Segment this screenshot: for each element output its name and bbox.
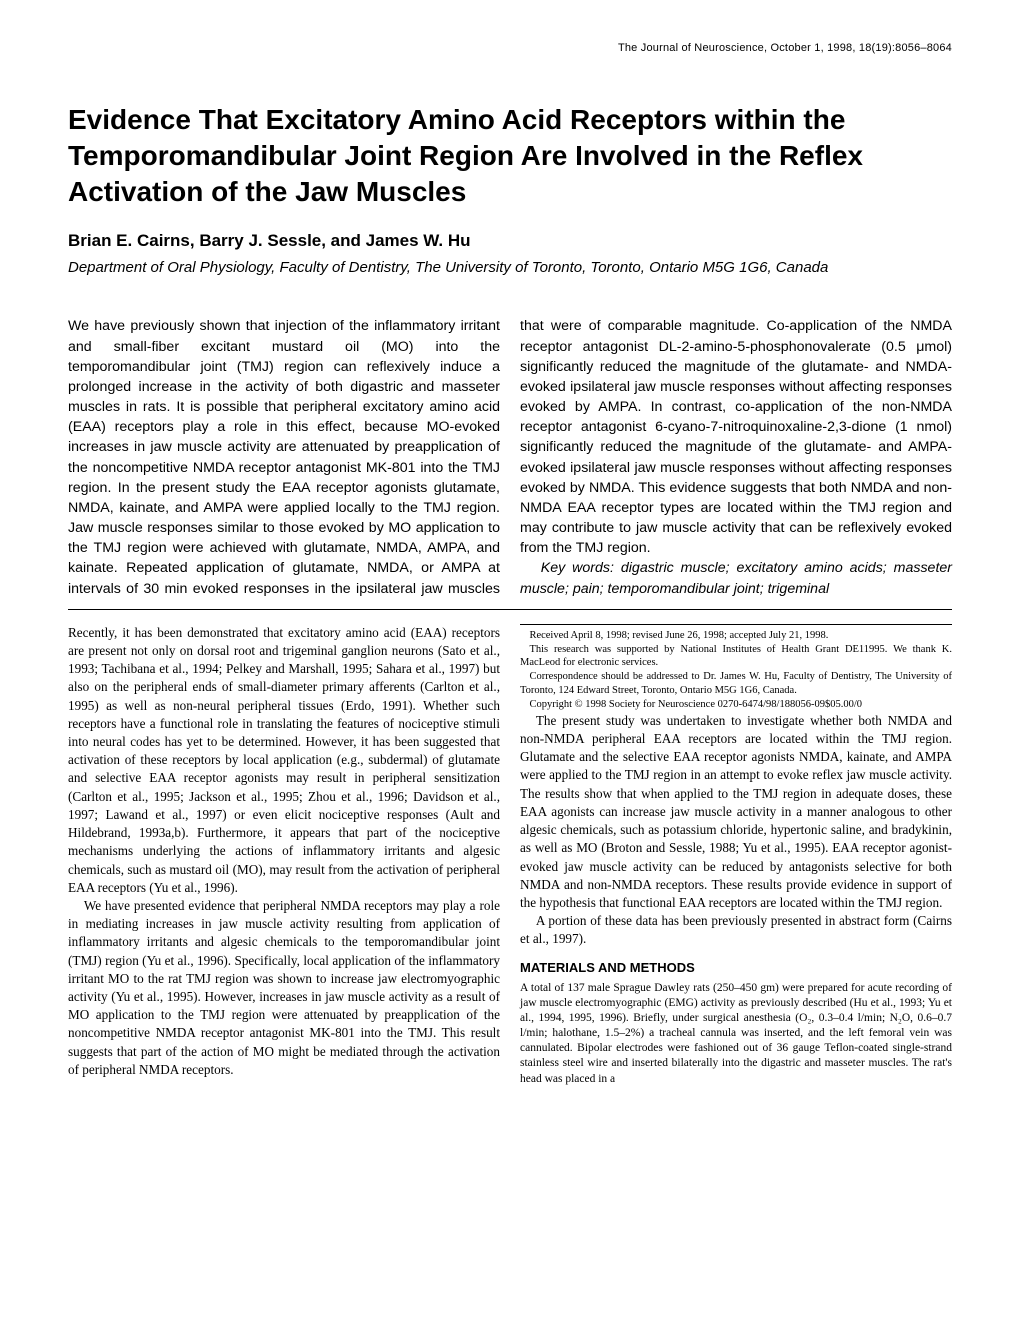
methods-paragraph: A total of 137 male Sprague Dawley rats … <box>520 981 952 1087</box>
footnote-correspondence: Correspondence should be addressed to Dr… <box>520 670 952 698</box>
journal-header: The Journal of Neuroscience, October 1, … <box>68 42 952 54</box>
intro-paragraph-3: The present study was undertaken to inve… <box>520 712 952 912</box>
intro-paragraph-2: We have presented evidence that peripher… <box>68 897 500 1079</box>
section-heading-methods: MATERIALS AND METHODS <box>520 959 952 977</box>
keywords-line: Key words: digastric muscle; excitatory … <box>520 560 952 596</box>
footnote-received: Received April 8, 1998; revised June 26,… <box>520 629 952 643</box>
article-title: Evidence That Excitatory Amino Acid Rece… <box>68 102 952 209</box>
keywords-text: Key words: digastric muscle; excitatory … <box>520 560 952 596</box>
footnote-funding: This research was supported by National … <box>520 643 952 671</box>
intro-paragraph-4: A portion of these data has been previou… <box>520 912 952 948</box>
footnotes-block: Received April 8, 1998; revised June 26,… <box>520 624 952 712</box>
abstract-text: We have previously shown that injection … <box>68 318 952 596</box>
horizontal-rule <box>68 609 952 610</box>
authors-line: Brian E. Cairns, Barry J. Sessle, and Ja… <box>68 231 952 251</box>
abstract-block: We have previously shown that injection … <box>68 316 952 598</box>
footnote-copyright: Copyright © 1998 Society for Neuroscienc… <box>520 698 952 712</box>
affiliation-line: Department of Oral Physiology, Faculty o… <box>68 259 952 276</box>
body-columns: Recently, it has been demonstrated that … <box>68 624 952 1088</box>
intro-paragraph-1: Recently, it has been demonstrated that … <box>68 624 500 897</box>
